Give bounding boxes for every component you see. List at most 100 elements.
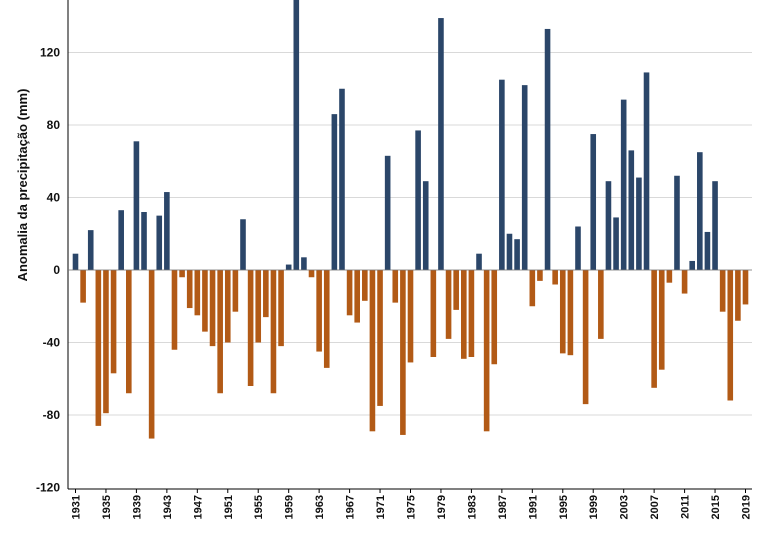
x-tick-labels: 1931 1935 1939 1943 1947 1951 1955 1959 1963 1967… xyxy=(71,495,753,519)
x-tick-label: 1999 xyxy=(588,495,600,519)
bar-1986 xyxy=(491,270,498,365)
bar-2017 xyxy=(727,270,734,401)
y-tick-label: 120 xyxy=(40,46,60,60)
bar-1979 xyxy=(438,18,444,271)
bar-1970 xyxy=(369,270,376,432)
bar-1938 xyxy=(126,270,132,394)
y-tick-label: 0 xyxy=(53,263,60,277)
bar-1941 xyxy=(148,270,155,439)
bar-1940 xyxy=(141,212,147,270)
bar-1999 xyxy=(590,134,597,270)
bar-2014 xyxy=(704,231,711,270)
bar-2010 xyxy=(674,175,680,270)
bar-1966 xyxy=(339,88,345,270)
bar-1965 xyxy=(331,114,338,271)
x-tick-label: 2003 xyxy=(619,495,631,519)
bar-1962 xyxy=(308,270,315,278)
bar-1992 xyxy=(537,270,543,281)
x-tick-label: 2007 xyxy=(649,495,661,519)
bar-1959 xyxy=(285,264,292,270)
y-axis-label: Anomalia da precipitação (mm) xyxy=(15,89,30,282)
bar-1936 xyxy=(110,270,117,374)
bar-1972 xyxy=(384,155,391,270)
x-tick-label: 1963 xyxy=(314,495,326,519)
bar-2003 xyxy=(620,99,627,271)
bar-2007 xyxy=(651,270,657,388)
x-tick-label: 1939 xyxy=(131,495,143,519)
bar-1990 xyxy=(521,85,528,271)
bar-1988 xyxy=(506,233,513,270)
bar-1991 xyxy=(529,270,536,307)
bar-1957 xyxy=(270,270,277,394)
bar-1939 xyxy=(133,141,140,270)
x-tick-label: 1983 xyxy=(466,495,478,519)
bar-1946 xyxy=(186,270,193,309)
bar-2002 xyxy=(613,217,619,270)
x-tick-label: 1967 xyxy=(345,495,357,519)
x-tick-label: 1975 xyxy=(406,495,418,519)
bar-1935 xyxy=(103,270,109,414)
bar-1943 xyxy=(164,192,170,270)
bar-1951 xyxy=(224,270,231,343)
bar-1954 xyxy=(247,270,254,386)
x-tick-label: 1935 xyxy=(101,495,113,519)
bar-1952 xyxy=(232,270,239,312)
bar-2008 xyxy=(658,270,665,370)
bar-2001 xyxy=(605,181,612,270)
x-tick-label: 1991 xyxy=(527,495,539,519)
x-tick-label: 1979 xyxy=(436,495,448,519)
bar-1995 xyxy=(559,270,566,354)
x-tick-label: 1995 xyxy=(558,495,570,519)
x-tick-label: 1971 xyxy=(375,495,387,519)
bar-1967 xyxy=(346,270,353,316)
bar-1978 xyxy=(430,270,437,357)
bar-2011 xyxy=(681,270,688,294)
bar-1949 xyxy=(209,270,216,347)
bar-2012 xyxy=(689,260,695,270)
x-tick-label: 1931 xyxy=(71,495,83,519)
x-tick-label: 1943 xyxy=(162,495,174,519)
bar-1945 xyxy=(179,270,185,278)
bar-2018 xyxy=(735,270,741,321)
x-tick-label: 1951 xyxy=(223,495,235,519)
bar-1953 xyxy=(240,219,246,270)
bar-1932 xyxy=(80,270,86,303)
x-tick-label: 1959 xyxy=(284,495,296,519)
bar-1958 xyxy=(278,270,284,347)
axes xyxy=(67,0,752,493)
bar-2006 xyxy=(643,72,650,270)
bar-1993 xyxy=(544,28,551,270)
bar-1960 xyxy=(293,0,300,270)
bar-1963 xyxy=(316,270,322,352)
bar-1947 xyxy=(194,270,201,316)
y-tick-label: -40 xyxy=(43,336,61,350)
bar-2019 xyxy=(742,270,749,305)
bar-2000 xyxy=(598,270,604,339)
bar-1942 xyxy=(156,215,163,271)
bar-1934 xyxy=(95,270,102,426)
bar-1989 xyxy=(514,239,520,270)
bar-1982 xyxy=(461,270,467,359)
y-tick-label: -80 xyxy=(43,408,61,422)
bar-1994 xyxy=(552,270,558,285)
bar-1998 xyxy=(582,270,589,405)
bar-1975 xyxy=(407,270,414,363)
bar-1937 xyxy=(118,210,124,270)
bar-1944 xyxy=(171,270,178,350)
y-tick-label: -120 xyxy=(36,481,60,495)
bar-1933 xyxy=(87,230,94,271)
bar-1964 xyxy=(323,270,330,368)
x-tick-label: 2011 xyxy=(680,495,692,519)
bar-1969 xyxy=(362,270,368,301)
bar-2013 xyxy=(697,152,703,270)
bar-1976 xyxy=(415,130,421,270)
bar-1973 xyxy=(392,270,399,303)
bar-1983 xyxy=(468,270,475,357)
bars xyxy=(72,0,749,439)
bar-1961 xyxy=(301,257,307,270)
y-tick-label: 40 xyxy=(47,191,61,205)
bar-1981 xyxy=(453,270,459,310)
bar-1950 xyxy=(217,270,223,394)
bar-2015 xyxy=(712,181,718,270)
